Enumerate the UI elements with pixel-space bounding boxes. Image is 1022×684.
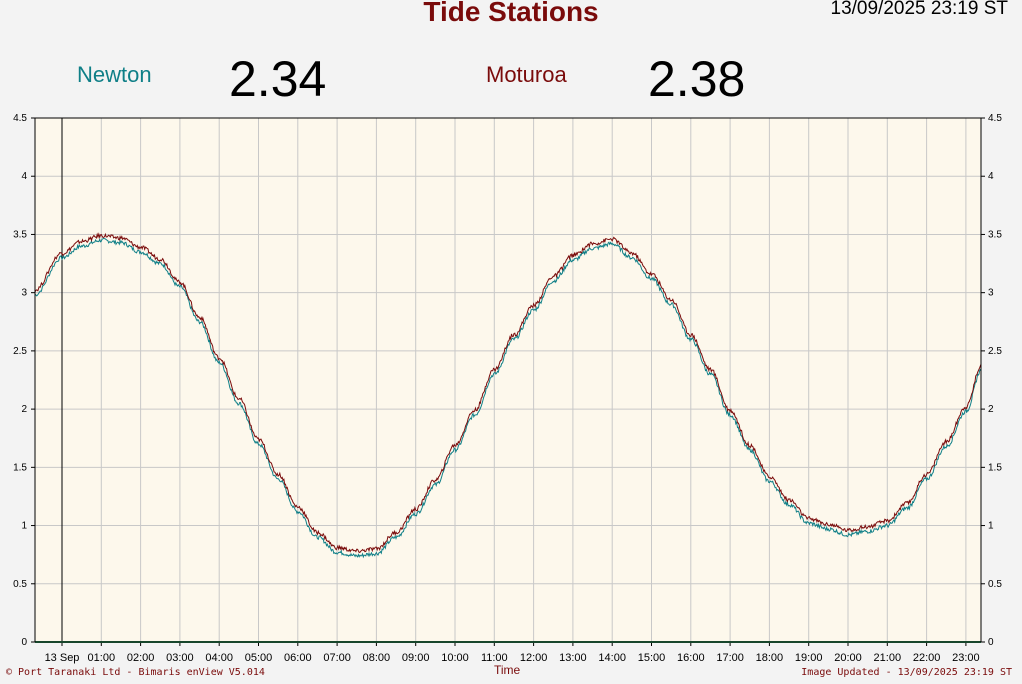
- x-tick-label: 10:00: [441, 652, 469, 664]
- y-tick-label-left: 4.5: [13, 113, 27, 124]
- y-tick-label-left: 0: [21, 637, 27, 648]
- x-tick-label: 20:00: [834, 652, 862, 664]
- y-tick-label-left: 1.5: [13, 462, 27, 473]
- y-tick-label-left: 2: [21, 404, 27, 415]
- x-tick-label: 19:00: [795, 652, 823, 664]
- x-tick-label: 18:00: [756, 652, 784, 664]
- x-tick-label: 23:00: [952, 652, 980, 664]
- x-tick-label: 04:00: [205, 652, 233, 664]
- x-tick-label: 03:00: [166, 652, 194, 664]
- x-tick-label: 13 Sep: [45, 652, 80, 664]
- y-tick-label-right: 2.5: [988, 346, 1002, 357]
- x-tick-label: 22:00: [913, 652, 941, 664]
- current-timestamp: 13/09/2025 23:19 ST: [830, 0, 1008, 19]
- image-updated-footer: Image Updated - 13/09/2025 23:19 ST: [801, 667, 1012, 678]
- x-tick-label: 17:00: [716, 652, 744, 664]
- y-tick-label-right: 4.5: [988, 113, 1002, 124]
- newton-station-value: 2.34: [229, 51, 327, 107]
- y-tick-label-right: 0: [988, 637, 994, 648]
- x-tick-label: 14:00: [598, 652, 626, 664]
- x-tick-label: 07:00: [323, 652, 351, 664]
- y-tick-label-left: 4: [21, 171, 27, 182]
- x-tick-label: 11:00: [481, 652, 508, 664]
- y-tick-label-right: 1.5: [988, 462, 1002, 473]
- x-tick-label: 06:00: [284, 652, 312, 664]
- y-tick-label-left: 3.5: [13, 229, 27, 240]
- y-tick-label-left: 1: [21, 521, 27, 532]
- copyright-footer: © Port Taranaki Ltd - Bimaris enView V5.…: [6, 667, 265, 678]
- x-tick-label: 09:00: [402, 652, 430, 664]
- x-axis-label: Time: [494, 663, 521, 677]
- x-tick-label: 01:00: [88, 652, 116, 664]
- x-tick-label: 05:00: [245, 652, 273, 664]
- y-tick-label-left: 0.5: [13, 579, 27, 590]
- newton-station-label: Newton: [77, 62, 152, 87]
- x-tick-label: 02:00: [127, 652, 155, 664]
- y-tick-label-right: 1: [988, 521, 994, 532]
- moturoa-station-label: Moturoa: [486, 62, 567, 87]
- series-line-newton: [34, 237, 982, 559]
- y-tick-label-left: 3: [21, 288, 27, 299]
- series-line-moturoa: [34, 232, 982, 553]
- y-tick-label-right: 0.5: [988, 579, 1002, 590]
- page-title: Tide Stations: [423, 0, 599, 27]
- x-tick-label: 12:00: [520, 652, 548, 664]
- moturoa-station-value: 2.38: [648, 51, 746, 107]
- x-tick-label: 15:00: [638, 652, 666, 664]
- x-tick-label: 08:00: [363, 652, 391, 664]
- y-tick-label-right: 3.5: [988, 229, 1002, 240]
- y-tick-label-right: 3: [988, 288, 994, 299]
- x-tick-label: 16:00: [677, 652, 705, 664]
- x-tick-label: 13:00: [559, 652, 587, 664]
- y-tick-label-left: 2.5: [13, 346, 27, 357]
- y-tick-label-right: 2: [988, 404, 994, 415]
- plot-area: [35, 118, 981, 642]
- plot-border: [34, 117, 982, 643]
- x-tick-label: 21:00: [874, 652, 902, 664]
- y-tick-label-right: 4: [988, 171, 994, 182]
